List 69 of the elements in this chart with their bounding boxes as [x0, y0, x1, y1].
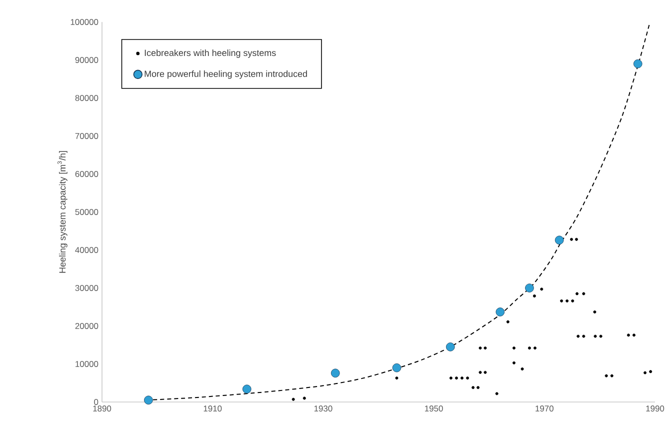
legend-label: Icebreakers with heeling systems	[144, 49, 276, 58]
point	[460, 376, 464, 380]
y-tick-label: 0	[94, 399, 98, 405]
point	[576, 334, 580, 338]
point	[478, 370, 482, 374]
point	[528, 346, 531, 350]
point	[506, 320, 510, 324]
y-tick-label: 60000	[75, 171, 98, 177]
point	[292, 398, 295, 401]
point	[574, 238, 578, 241]
point	[570, 238, 573, 241]
point	[532, 294, 536, 298]
point	[582, 292, 586, 296]
y-tick-label: 70000	[75, 133, 98, 139]
y-tick-label: 30000	[75, 285, 98, 291]
point	[560, 299, 564, 302]
y-tick-label: 80000	[75, 95, 98, 101]
x-tick-label: 1950	[425, 406, 443, 412]
point	[610, 374, 614, 378]
point	[593, 310, 596, 314]
point	[512, 361, 516, 364]
point	[604, 374, 608, 378]
point	[472, 386, 475, 390]
y-tick-label: 10000	[76, 361, 98, 367]
point	[302, 396, 306, 400]
point	[392, 363, 402, 372]
point	[599, 334, 602, 338]
y-tick-label: 90000	[75, 57, 98, 63]
y-tick-label: 40000	[75, 247, 98, 253]
point	[594, 334, 597, 338]
point	[476, 386, 480, 390]
y-tick-label: 20000	[75, 323, 98, 329]
point	[534, 346, 536, 350]
point	[626, 334, 630, 337]
point	[144, 396, 153, 404]
point	[454, 376, 458, 380]
point	[554, 236, 564, 244]
point	[632, 334, 636, 337]
point	[520, 367, 524, 370]
point	[649, 370, 652, 374]
point	[242, 384, 252, 394]
point	[478, 346, 482, 350]
x-tick-label: 1970	[536, 406, 554, 412]
point	[633, 59, 642, 68]
point	[512, 346, 516, 350]
point	[644, 371, 647, 374]
x-tick-label: 1910	[204, 406, 222, 412]
point	[466, 376, 470, 380]
point	[484, 370, 487, 374]
y-axis-title: Heeling system capacity [m$^{3}$/h]	[58, 151, 68, 273]
point	[330, 368, 340, 378]
point	[484, 346, 487, 350]
point	[571, 299, 574, 302]
point	[566, 299, 569, 302]
y-tick-label: 100000	[70, 19, 98, 25]
point	[540, 288, 544, 291]
point	[525, 284, 534, 292]
x-tick-label: 1890	[93, 406, 112, 412]
point	[446, 342, 455, 352]
x-tick-label: 1930	[314, 406, 332, 412]
x-tick-label: 1990	[646, 406, 664, 412]
point	[582, 334, 586, 338]
point	[576, 292, 579, 296]
point	[495, 392, 498, 396]
legend-label: More powerful heeling system introduced	[144, 70, 307, 79]
point	[395, 376, 398, 380]
point	[496, 308, 505, 316]
y-tick-label: 50000	[75, 209, 98, 215]
point	[449, 376, 452, 380]
